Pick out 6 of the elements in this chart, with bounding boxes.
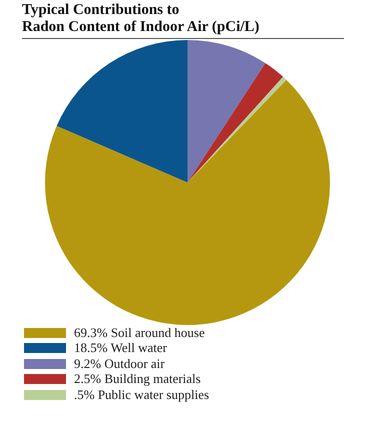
legend-label: .5% Public water supplies xyxy=(74,386,210,403)
chart-title: Typical Contributions to Radon Content of Indoor Air (pCi/L) xyxy=(22,2,344,39)
legend-label: 9.2% Outdoor air xyxy=(74,356,165,372)
legend-label: 18.5% Well water xyxy=(74,340,167,356)
legend-label: 69.3% Soil around house xyxy=(74,324,205,341)
legend-label: 2.5% Building materials xyxy=(74,371,201,388)
